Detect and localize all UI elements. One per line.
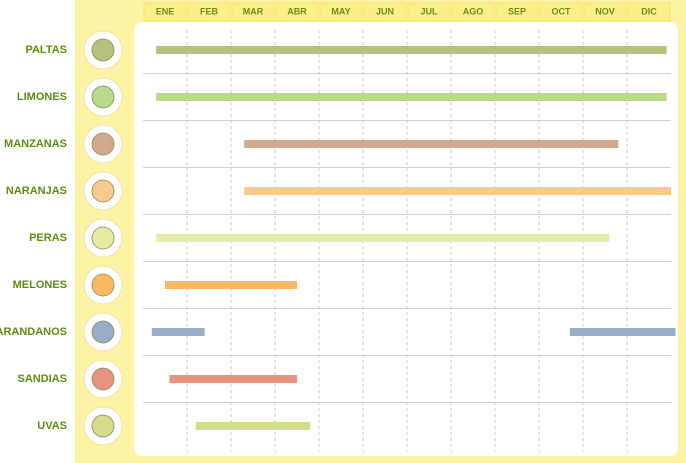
row-label: MANZANAS: [4, 138, 67, 150]
season-bar: [244, 140, 619, 148]
month-header: [319, 2, 363, 22]
row-label: LIMONES: [17, 91, 67, 103]
month-label: JUL: [420, 6, 438, 16]
month-label: JUN: [376, 6, 394, 16]
month-header: [143, 2, 187, 22]
season-bar: [156, 93, 667, 101]
month-label: ABR: [287, 6, 307, 16]
month-label: SEP: [508, 6, 526, 16]
fruit-icon-inner: [91, 226, 115, 250]
month-label: MAY: [331, 6, 350, 16]
month-header: [627, 2, 671, 22]
season-bar: [569, 328, 676, 336]
season-bar: [169, 375, 297, 383]
month-label: DIC: [641, 6, 657, 16]
row-label: SANDIAS: [17, 373, 67, 385]
month-label: NOV: [595, 6, 615, 16]
month-label: FEB: [200, 6, 219, 16]
month-label: MAR: [243, 6, 264, 16]
row-label: NARANJAS: [6, 185, 67, 197]
fruit-icon-inner: [91, 179, 115, 203]
month-header: [187, 2, 231, 22]
row-label: PALTAS: [25, 44, 67, 56]
fruit-icon-inner: [91, 414, 115, 438]
row-label: UVAS: [37, 420, 67, 432]
month-header: [539, 2, 583, 22]
month-header: [363, 2, 407, 22]
fruit-icon-inner: [91, 320, 115, 344]
season-bar: [165, 281, 297, 289]
fruit-icon-inner: [91, 367, 115, 391]
row-label: MELONES: [13, 279, 67, 291]
season-bar: [156, 234, 610, 242]
month-header: [407, 2, 451, 22]
season-bar: [156, 46, 667, 54]
row-label: ARANDANOS: [0, 326, 67, 338]
month-label: OCT: [552, 6, 572, 16]
fruit-icon-inner: [91, 132, 115, 156]
month-header: [583, 2, 627, 22]
fruit-icon-inner: [91, 273, 115, 297]
month-label: ENE: [156, 6, 175, 16]
fruit-icon-inner: [91, 38, 115, 62]
month-header: [495, 2, 539, 22]
month-label: AGO: [463, 6, 484, 16]
season-bar: [244, 187, 671, 195]
month-header: [275, 2, 319, 22]
month-header: [231, 2, 275, 22]
row-label: PERAS: [29, 232, 67, 244]
season-bar: [151, 328, 205, 336]
season-bar: [195, 422, 311, 430]
month-header: [451, 2, 495, 22]
fruit-icon-inner: [91, 85, 115, 109]
